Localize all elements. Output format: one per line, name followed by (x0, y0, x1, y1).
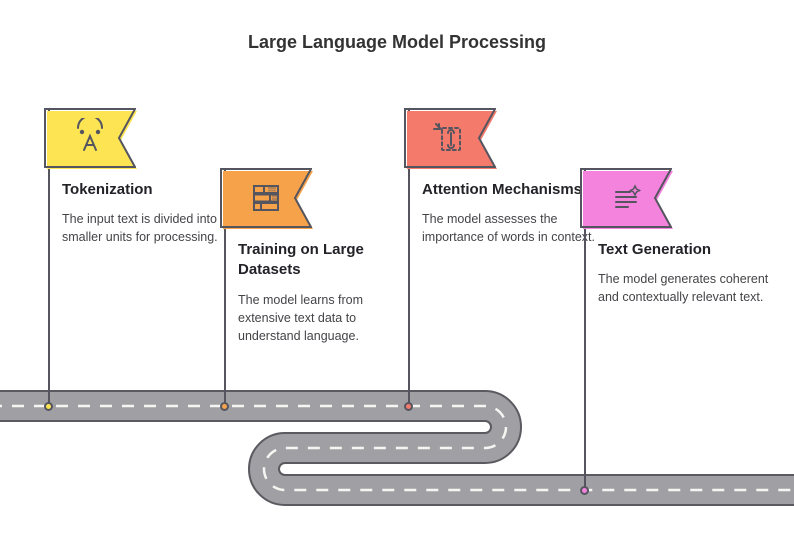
flag-training (222, 170, 310, 226)
milestone-attention: Attention Mechanisms The model assesses t… (422, 110, 602, 247)
step-desc: The input text is divided into smaller u… (62, 210, 242, 246)
milestone-training: Training on Large Datasets The model lear… (238, 170, 418, 345)
flag-attention (406, 110, 494, 166)
step-title: Training on Large Datasets (238, 240, 418, 281)
road-dot (580, 486, 589, 495)
road-dot (220, 402, 229, 411)
milestones-container: Tokenization The input text is divided in… (0, 0, 794, 544)
road-dot (404, 402, 413, 411)
step-desc: The model assesses the importance of wor… (422, 210, 602, 246)
flag-tokenization (46, 110, 134, 166)
step-title: Tokenization (62, 180, 242, 200)
step-desc: The model generates coherent and context… (598, 270, 778, 306)
road-dot (44, 402, 53, 411)
milestone-tokenization: Tokenization The input text is divided in… (62, 110, 242, 247)
flag-generation (582, 170, 670, 226)
step-title: Attention Mechanisms (422, 180, 602, 200)
step-desc: The model learns from extensive text dat… (238, 291, 418, 345)
milestone-generation: Text Generation The model generates coher… (598, 170, 778, 307)
step-title: Text Generation (598, 240, 778, 260)
